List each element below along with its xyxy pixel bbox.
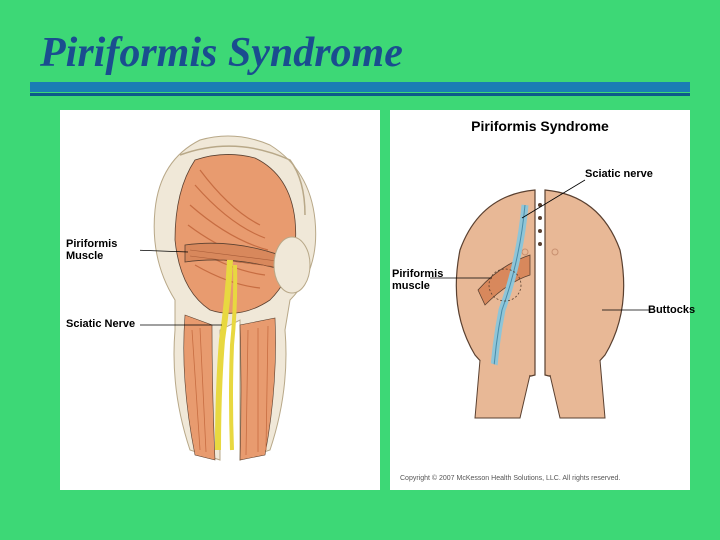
title-underline xyxy=(30,82,690,96)
copyright-text: Copyright © 2007 McKesson Health Solutio… xyxy=(400,475,620,482)
buttocks-illustration xyxy=(430,160,650,420)
hip-muscle-illustration xyxy=(140,130,340,470)
label-piriformis-muscle-right: Piriformis muscle xyxy=(392,268,443,292)
diagram-row: Piriformis Muscle Sciatic Nerve Piriform… xyxy=(60,110,700,520)
right-diagram-panel: Piriformis Syndrome xyxy=(390,110,690,490)
slide-title-bar: Piriformis Syndrome xyxy=(30,18,690,88)
label-sciatic-nerve-left: Sciatic Nerve xyxy=(66,318,135,330)
right-panel-title: Piriformis Syndrome xyxy=(390,118,690,134)
slide-title: Piriformis Syndrome xyxy=(30,29,403,77)
label-sciatic-nerve-right: Sciatic nerve xyxy=(585,168,653,180)
label-piriformis-muscle-left: Piriformis Muscle xyxy=(66,238,117,262)
label-buttocks: Buttocks xyxy=(648,304,695,316)
left-anatomy-panel: Piriformis Muscle Sciatic Nerve xyxy=(60,110,380,490)
